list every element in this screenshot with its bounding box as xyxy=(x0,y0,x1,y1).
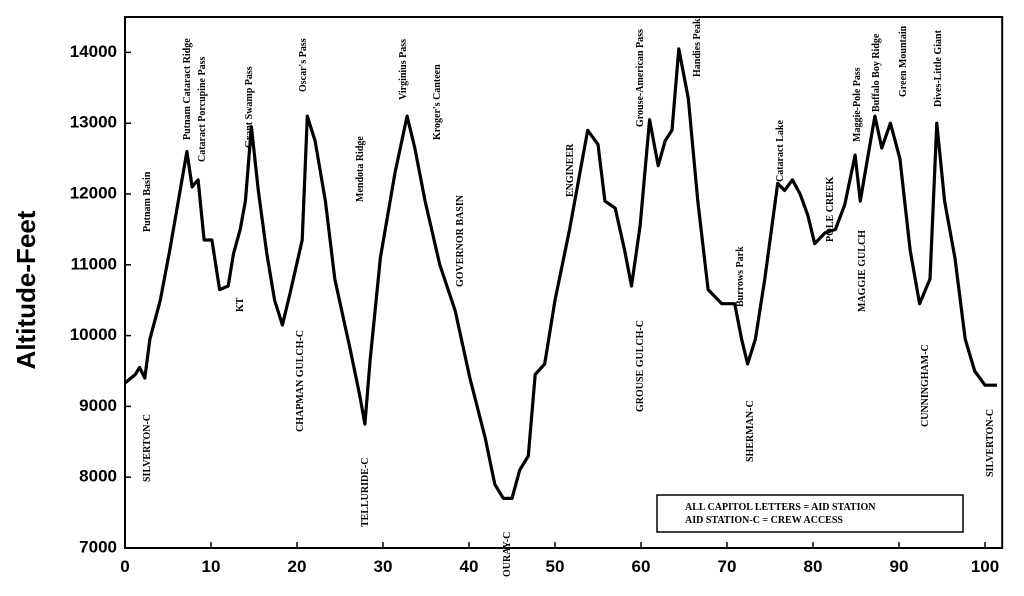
x-tick-label: 90 xyxy=(890,557,909,576)
annotation: Grouse-American Pass xyxy=(635,29,646,127)
annotation: Cataract Lake xyxy=(775,120,786,182)
elevation-line xyxy=(123,47,997,500)
plot-frame xyxy=(124,16,1004,549)
annotation: Buffalo Boy Ridge xyxy=(871,33,882,112)
y-tick-label: 9000 xyxy=(79,396,117,415)
x-tick-label: 60 xyxy=(632,557,651,576)
y-tick-label: 10000 xyxy=(70,325,117,344)
annotation: MAGGIE GULCH xyxy=(857,230,868,312)
annotation: Putnam Cataract Ridge xyxy=(182,38,193,140)
annotation: CUNNINGHAM-C xyxy=(920,344,931,427)
annotation: Dives-Little Giant xyxy=(933,29,944,107)
x-tick-label: 10 xyxy=(202,557,221,576)
annotation: Putnam Basin xyxy=(142,171,153,232)
annotation: POLE CREEK xyxy=(825,176,836,242)
annotation: Virginius Pass xyxy=(398,39,409,100)
annotation: Grant Swamp Pass xyxy=(244,66,255,148)
x-tick-label: 70 xyxy=(718,557,737,576)
annotation: Green Mountain xyxy=(898,25,909,97)
x-tick-label: 30 xyxy=(374,557,393,576)
note: ALL CAPITOL LETTERS = AID STATION xyxy=(685,502,876,513)
annotation: GROUSE GULCH-C xyxy=(635,320,646,412)
annotation: Handies Peak xyxy=(692,18,703,77)
annotation: Kroger's Canteen xyxy=(432,64,443,140)
y-tick-label: 8000 xyxy=(79,467,117,486)
x-tick-label: 40 xyxy=(460,557,479,576)
annotation: SHERMAN-C xyxy=(745,400,756,462)
annotation: KT xyxy=(235,297,246,312)
note: AID STATION-C = CREW ACCESS xyxy=(685,515,843,526)
y-tick-label: 12000 xyxy=(70,183,117,202)
annotation: Mendota Ridge xyxy=(355,136,366,202)
annotation: Burrows Park xyxy=(735,246,746,307)
y-tick-label: 13000 xyxy=(70,113,117,132)
annotation: Cataract Porcupine Pass xyxy=(197,57,208,162)
annotation: TELLURIDE-C xyxy=(360,458,371,527)
annotation: Maggie-Pole Pass xyxy=(852,67,863,142)
annotation: CHAPMAN GULCH-C xyxy=(295,330,306,432)
x-tick-label: 100 xyxy=(971,557,999,576)
annotation: OURAY-C xyxy=(502,532,513,577)
y-axis-label: Altitude-Feet xyxy=(11,210,41,369)
annotation: SILVERTON-C xyxy=(985,409,996,477)
x-tick-label: 50 xyxy=(546,557,565,576)
annotation: GOVERNOR BASIN xyxy=(455,194,466,287)
x-tick-label: 80 xyxy=(804,557,823,576)
y-tick-label: 7000 xyxy=(79,537,117,556)
x-tick-label: 0 xyxy=(120,557,129,576)
y-tick-label: 11000 xyxy=(71,254,117,273)
annotation: Oscar's Pass xyxy=(298,38,309,92)
annotation: SILVERTON-C xyxy=(142,414,153,482)
note-box xyxy=(656,494,964,533)
y-tick-label: 14000 xyxy=(70,42,117,61)
annotation: ENGINEER xyxy=(565,143,576,197)
x-tick-label: 20 xyxy=(288,557,307,576)
